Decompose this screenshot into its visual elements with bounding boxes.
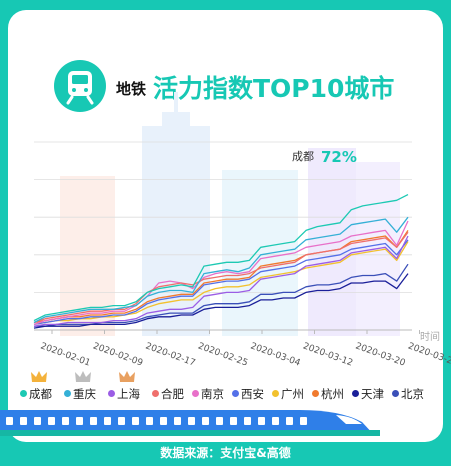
legend-dot [108, 390, 115, 397]
train-icon [54, 60, 106, 112]
train-window [146, 417, 153, 425]
x-axis-label: 时间 [420, 330, 440, 343]
legend: 成都 重庆 上海 合肥 南京 西安 广州 杭州 天津 北京 [20, 386, 440, 406]
train-window [300, 417, 307, 425]
legend-label: 天津 [361, 387, 384, 401]
legend-label: 广州 [281, 387, 304, 401]
title-prefix: 地铁 [116, 80, 147, 98]
train-window [48, 417, 55, 425]
legend-label: 上海 [117, 387, 140, 401]
x-tick-label: 2020-02-01 [39, 341, 92, 368]
train-window [244, 417, 251, 425]
legend-item-杭州: 杭州 [312, 386, 344, 402]
series-line-重庆 [33, 216, 409, 324]
chart-title: 活力指数TOP10城市 [153, 74, 395, 103]
legend-item-重庆: 重庆 [64, 386, 96, 402]
series-line-杭州 [33, 230, 409, 324]
x-tick-label: 2020-02-25 [196, 341, 249, 368]
legend-label: 合肥 [161, 387, 184, 401]
train-window [188, 417, 195, 425]
train-stripe [0, 430, 380, 436]
legend-item-广州: 广州 [272, 386, 304, 402]
train-window [216, 417, 223, 425]
building-antenna [174, 92, 178, 114]
building-tall-top [162, 112, 190, 128]
train-window [76, 417, 83, 425]
x-tick-label: 2020-03-20 [354, 341, 407, 368]
train-window [286, 417, 293, 425]
legend-item-西安: 西安 [232, 386, 264, 402]
legend-label: 北京 [401, 387, 424, 401]
legend-label: 南京 [201, 387, 224, 401]
legend-item-上海: 上海 [108, 386, 140, 402]
x-tick-label: 2020-03-12 [301, 341, 354, 368]
legend-label: 西安 [241, 387, 264, 401]
series-line-合肥 [33, 231, 409, 324]
legend-dot [352, 390, 359, 397]
series-line-上海 [33, 235, 409, 327]
x-tick-label: 2020-02-09 [91, 341, 144, 368]
crown-icon [31, 371, 47, 382]
legend-item-合肥: 合肥 [152, 386, 184, 402]
building-right [308, 148, 356, 336]
train-window [34, 417, 41, 425]
train-window [160, 417, 167, 425]
train-window [118, 417, 125, 425]
legend-item-北京: 北京 [392, 386, 424, 402]
crown-icon [75, 371, 91, 382]
series-line-西安 [33, 239, 409, 326]
legend-dot [232, 390, 239, 397]
train-window [272, 417, 279, 425]
train-window [20, 417, 27, 425]
legend-dot [392, 390, 399, 397]
legend-item-天津: 天津 [352, 386, 384, 402]
data-source: 数据来源：支付宝&高德 [160, 446, 291, 460]
train-window [230, 417, 237, 425]
legend-label: 杭州 [321, 387, 344, 401]
train-window [174, 417, 181, 425]
legend-dot [272, 390, 279, 397]
legend-dot [152, 390, 159, 397]
series-line-北京 [34, 263, 409, 327]
legend-dot [312, 390, 319, 397]
train-window [202, 417, 209, 425]
train-body [0, 410, 375, 436]
series-line-南京 [33, 220, 409, 326]
legend-label: 成都 [29, 387, 52, 401]
series-line-成都 [33, 194, 409, 322]
legend-label: 重庆 [73, 387, 96, 401]
legend-dot [20, 390, 27, 397]
legend-dot [192, 390, 199, 397]
legend-item-南京: 南京 [192, 386, 224, 402]
train-window [258, 417, 265, 425]
building-mid [222, 170, 298, 336]
legend-item-成都: 成都 [20, 386, 52, 402]
title-area: 地铁 活力指数TOP10城市 [8, 60, 443, 114]
train-windshield [336, 415, 362, 424]
x-tick-label: 2020-03-29 [406, 341, 451, 368]
train-window [132, 417, 139, 425]
x-tick-label: 2020-02-17 [144, 341, 197, 368]
x-tick-label: 2020-03-04 [249, 341, 302, 368]
train-window [90, 417, 97, 425]
annotation-city: 成都 [292, 150, 314, 163]
series-line-广州 [33, 241, 409, 326]
train-window [62, 417, 69, 425]
building-tall [142, 126, 210, 336]
train-window [6, 417, 13, 425]
series-line-天津 [33, 273, 409, 329]
crown-icon [119, 371, 135, 382]
annotation-value: 72% [321, 148, 357, 166]
legend-dot [64, 390, 71, 397]
train-window [104, 417, 111, 425]
